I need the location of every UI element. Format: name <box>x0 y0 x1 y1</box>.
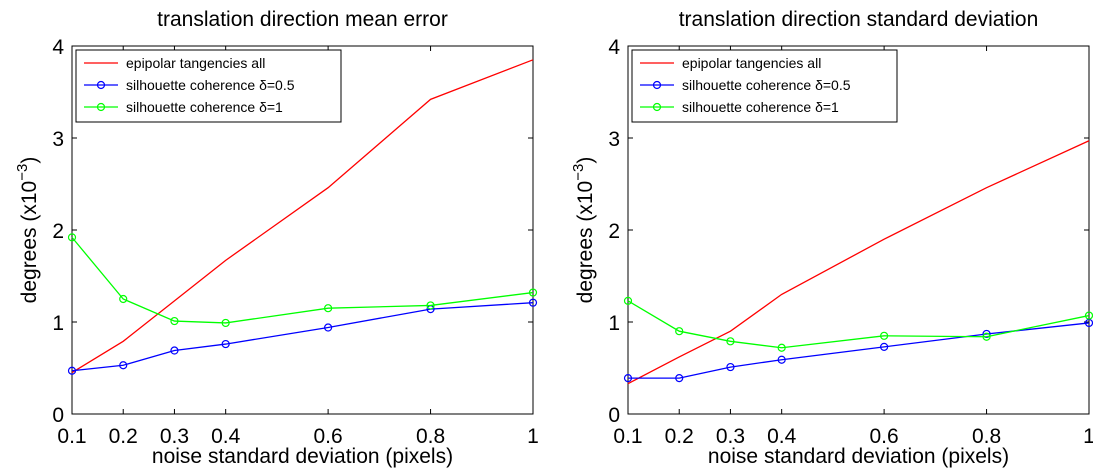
x-axis-label: noise standard deviation (pixels) <box>708 445 1009 468</box>
legend-marker <box>652 102 662 112</box>
x-tick-label: 1 <box>527 425 539 448</box>
y-tick-label: 3 <box>52 128 64 151</box>
legend-box <box>75 49 342 123</box>
data-point <box>880 342 889 351</box>
series-line <box>627 140 1090 385</box>
data-point <box>324 304 333 313</box>
series-3 <box>623 296 1093 352</box>
series-1 <box>71 59 534 374</box>
legend: epipolar tangencies all silhouette cohere… <box>631 49 898 123</box>
legend-entry-label: silhouette coherence δ=0.5 <box>126 77 295 93</box>
data-point <box>726 337 735 346</box>
x-tick-label: 0.8 <box>972 425 1001 448</box>
y-tick-label: 2 <box>52 220 64 243</box>
y-tick-label: 0 <box>52 404 64 427</box>
x-tick-label: 0.4 <box>211 425 241 448</box>
x-tick-label: 0.6 <box>314 425 343 448</box>
data-point <box>67 233 77 242</box>
series-line <box>71 302 534 372</box>
x-tick-label: 0.8 <box>416 425 445 448</box>
data-point <box>221 318 230 328</box>
y-axis-label: degrees (x10−3) <box>14 157 41 304</box>
data-point <box>982 329 991 339</box>
data-point <box>777 343 786 352</box>
series-line <box>628 322 1090 379</box>
data-point <box>67 366 77 375</box>
data-point <box>170 346 179 355</box>
y-tick-label: 4 <box>608 36 620 59</box>
data-point <box>675 374 684 383</box>
chart-panel-2: translation direction standard deviation… <box>570 8 1093 468</box>
x-tick-label: 0.3 <box>160 425 189 448</box>
data-point <box>777 355 786 364</box>
data-point <box>221 339 230 349</box>
data-point <box>982 332 991 341</box>
y-tick-label: 4 <box>52 36 64 59</box>
x-tick-label: 0.6 <box>870 425 899 448</box>
legend: epipolar tangencies all silhouette cohere… <box>75 49 342 123</box>
x-tick-label: 0.2 <box>109 425 138 448</box>
x-axis-label: noise standard deviation (pixels) <box>152 445 453 468</box>
data-point <box>119 361 128 370</box>
series-line <box>627 300 1090 349</box>
series-2 <box>67 298 538 375</box>
chart-title: translation direction standard deviation <box>679 8 1039 31</box>
series-3 <box>67 233 538 328</box>
data-point <box>675 327 684 336</box>
data-point <box>528 298 538 307</box>
data-point <box>119 294 128 304</box>
x-tick-label: 0.1 <box>613 425 642 448</box>
x-tick-label: 0.1 <box>57 425 86 448</box>
data-point <box>528 288 538 297</box>
series-1 <box>627 140 1090 385</box>
y-axis-label: degrees (x10−3) <box>570 157 597 304</box>
series-line <box>71 236 534 324</box>
data-point <box>880 331 889 340</box>
legend-marker <box>96 80 106 90</box>
legend-entry-label: epipolar tangencies all <box>682 55 821 71</box>
y-tick-label: 3 <box>608 128 620 151</box>
legend-marker <box>96 102 106 112</box>
x-tick-label: 0.3 <box>716 425 745 448</box>
legend-entry-label: epipolar tangencies all <box>126 55 265 71</box>
data-point <box>170 316 179 326</box>
x-tick-label: 1 <box>1083 425 1093 448</box>
legend-entry-label: silhouette coherence δ=1 <box>126 99 283 115</box>
data-point <box>324 323 333 332</box>
legend-entry-label: silhouette coherence δ=1 <box>682 99 839 115</box>
data-point <box>623 374 633 383</box>
chart-panel-1: translation direction mean error 0.1 0.2 0.… <box>14 8 539 468</box>
x-tick-label: 0.2 <box>665 425 694 448</box>
chart-title: translation direction mean error <box>157 8 448 31</box>
data-point <box>426 301 435 310</box>
series-line <box>71 59 534 374</box>
y-tick-label: 0 <box>608 404 620 427</box>
legend-box <box>631 49 898 123</box>
legend-marker <box>652 80 662 90</box>
y-tick-label: 2 <box>608 220 620 243</box>
y-tick-label: 1 <box>608 312 620 335</box>
data-point <box>726 362 735 372</box>
data-point <box>623 296 633 305</box>
y-tick-label: 1 <box>52 312 64 335</box>
legend-entry-label: silhouette coherence δ=0.5 <box>682 77 851 93</box>
x-tick-label: 0.4 <box>767 425 797 448</box>
